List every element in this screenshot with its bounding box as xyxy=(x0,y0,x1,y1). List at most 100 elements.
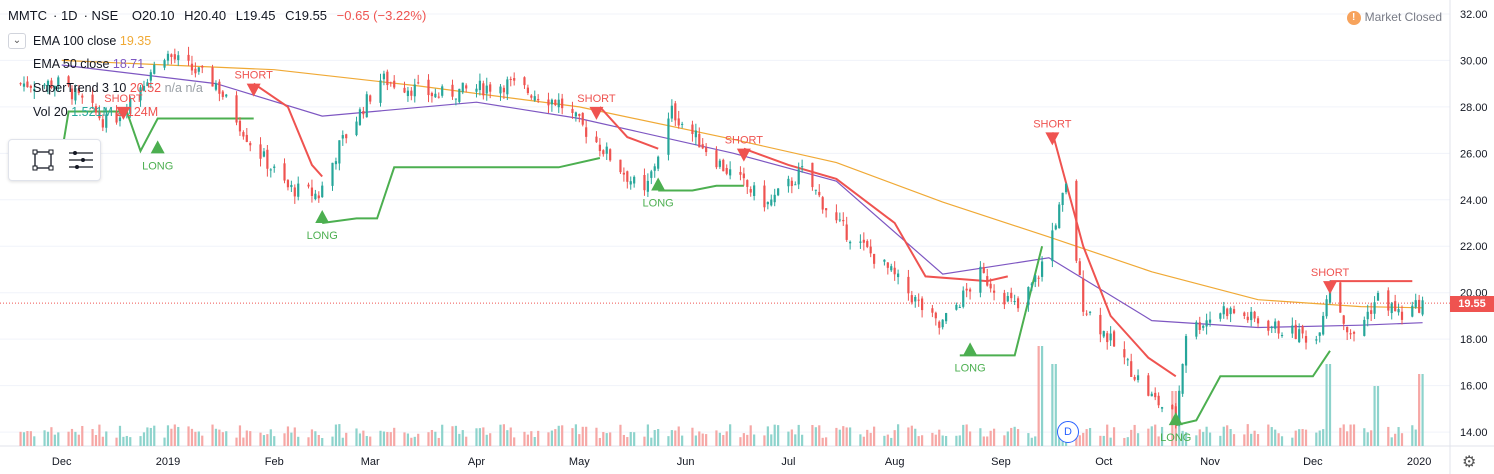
candle-body xyxy=(33,88,36,92)
candle-body xyxy=(410,90,413,96)
volume-bar xyxy=(698,431,701,446)
candle-body xyxy=(1058,204,1061,229)
candle-body xyxy=(605,146,608,154)
volume-bar xyxy=(701,433,704,446)
volume-bar xyxy=(989,430,992,446)
volume-bar xyxy=(533,437,536,446)
long-signal-arrow xyxy=(963,342,978,356)
volume-bar xyxy=(897,424,900,446)
volume-bar xyxy=(557,425,560,446)
volume-bar xyxy=(74,431,77,446)
market-status[interactable]: ! Market Closed xyxy=(1346,10,1442,25)
candle-body xyxy=(197,67,200,72)
symbol-name[interactable]: MMTC xyxy=(8,8,47,23)
candle-body xyxy=(787,178,790,187)
volume-bar xyxy=(1394,433,1397,446)
interval-label[interactable]: 1D xyxy=(60,8,78,23)
dividend-event-badge[interactable]: D xyxy=(1057,421,1079,443)
volume-bar xyxy=(605,433,608,446)
volume-bar xyxy=(653,430,656,446)
candle-body xyxy=(1322,315,1325,335)
candle-body xyxy=(1376,292,1380,301)
candle-body xyxy=(307,184,310,187)
candle-body xyxy=(646,180,649,192)
candle-body xyxy=(722,159,725,172)
candle-body xyxy=(1130,361,1133,377)
indicator-ema100[interactable]: EMA 100 close 19.35 xyxy=(33,34,151,48)
candle-body xyxy=(609,149,612,161)
price-tick-label: 18.00 xyxy=(1460,334,1488,346)
volume-bar xyxy=(890,437,893,446)
volume-bar xyxy=(1184,432,1188,446)
indicator-volume[interactable]: Vol 20 1.521M 2.124M xyxy=(33,105,158,119)
volume-bar xyxy=(523,431,526,446)
candle-body xyxy=(1150,393,1153,397)
volume-bar xyxy=(838,429,841,446)
volume-bar xyxy=(705,434,708,446)
volume-bar xyxy=(19,431,22,446)
volume-bar xyxy=(26,431,29,446)
candle-body xyxy=(115,112,118,123)
price-tick-label: 26.00 xyxy=(1460,148,1488,160)
volume-bar xyxy=(1349,424,1352,446)
object-tree-icon[interactable] xyxy=(69,151,93,169)
price-axis[interactable]: 32.0030.0028.0026.0024.0022.0020.0018.00… xyxy=(1460,9,1488,439)
candle-body xyxy=(1270,327,1273,329)
indicator-supertrend[interactable]: SuperTrend 3 10 20.52 n/a n/a xyxy=(33,81,203,95)
volume-bar xyxy=(633,432,636,446)
supertrend-segment xyxy=(959,245,1044,357)
ohlc-low: L19.45 xyxy=(235,8,276,23)
candle-body xyxy=(214,83,218,90)
candle-body xyxy=(1294,324,1297,340)
candle-body xyxy=(629,181,632,185)
indicator-extra: n/a n/a xyxy=(164,81,203,95)
volume-bar xyxy=(1352,424,1356,446)
volume-bar xyxy=(1298,429,1301,446)
volume-bar xyxy=(173,424,176,446)
candle-body xyxy=(242,132,245,137)
indicator-label: EMA 100 close xyxy=(33,34,117,48)
candle-body xyxy=(293,187,296,197)
candle-body xyxy=(43,84,46,86)
candle-body xyxy=(190,63,194,71)
volume-bar xyxy=(269,429,272,446)
volume-bar xyxy=(777,425,780,446)
volume-bar xyxy=(859,434,862,446)
rectangle-tool-icon[interactable] xyxy=(32,149,54,171)
price-tick-label: 32.00 xyxy=(1460,9,1488,21)
volume-bar xyxy=(746,434,749,446)
candle-body xyxy=(1411,305,1414,317)
candle-body xyxy=(1219,313,1222,319)
candle-body xyxy=(1253,311,1256,319)
volume-bar xyxy=(609,432,612,446)
volume-bar xyxy=(1322,429,1325,446)
volume-bar xyxy=(286,426,290,446)
candle-body xyxy=(1418,299,1421,313)
volume-bar xyxy=(70,428,74,446)
candle-body xyxy=(118,117,122,122)
volume-bar xyxy=(245,430,248,446)
candle-body xyxy=(1414,300,1417,308)
volume-bar xyxy=(602,431,605,446)
volume-bar xyxy=(725,431,728,446)
candle-body xyxy=(578,114,581,116)
settings-gear-icon[interactable]: ⚙ xyxy=(1462,454,1477,471)
candle-body xyxy=(917,299,920,301)
candle-body xyxy=(862,239,865,243)
volume-bar xyxy=(1040,346,1044,446)
candle-body xyxy=(667,118,670,155)
volume-bar xyxy=(691,427,694,446)
time-tick-label: Apr xyxy=(468,456,485,468)
volume-bar xyxy=(437,437,440,446)
candle-body xyxy=(74,88,77,101)
indicator-ema50[interactable]: EMA 50 close 18.71 xyxy=(33,57,144,71)
collapse-legend-icon[interactable]: ⌄ xyxy=(8,33,26,49)
candle-body xyxy=(835,212,838,221)
volume-bar xyxy=(129,437,132,446)
time-tick-label: Sep xyxy=(991,456,1011,468)
time-axis[interactable]: Dec 2019 Feb Mar Apr May Jun Jul Aug Sep Oct Nov Dec… xyxy=(52,456,1431,468)
volume-bar xyxy=(235,437,238,446)
volume-bar xyxy=(1034,436,1037,446)
volume-bar xyxy=(968,431,972,446)
